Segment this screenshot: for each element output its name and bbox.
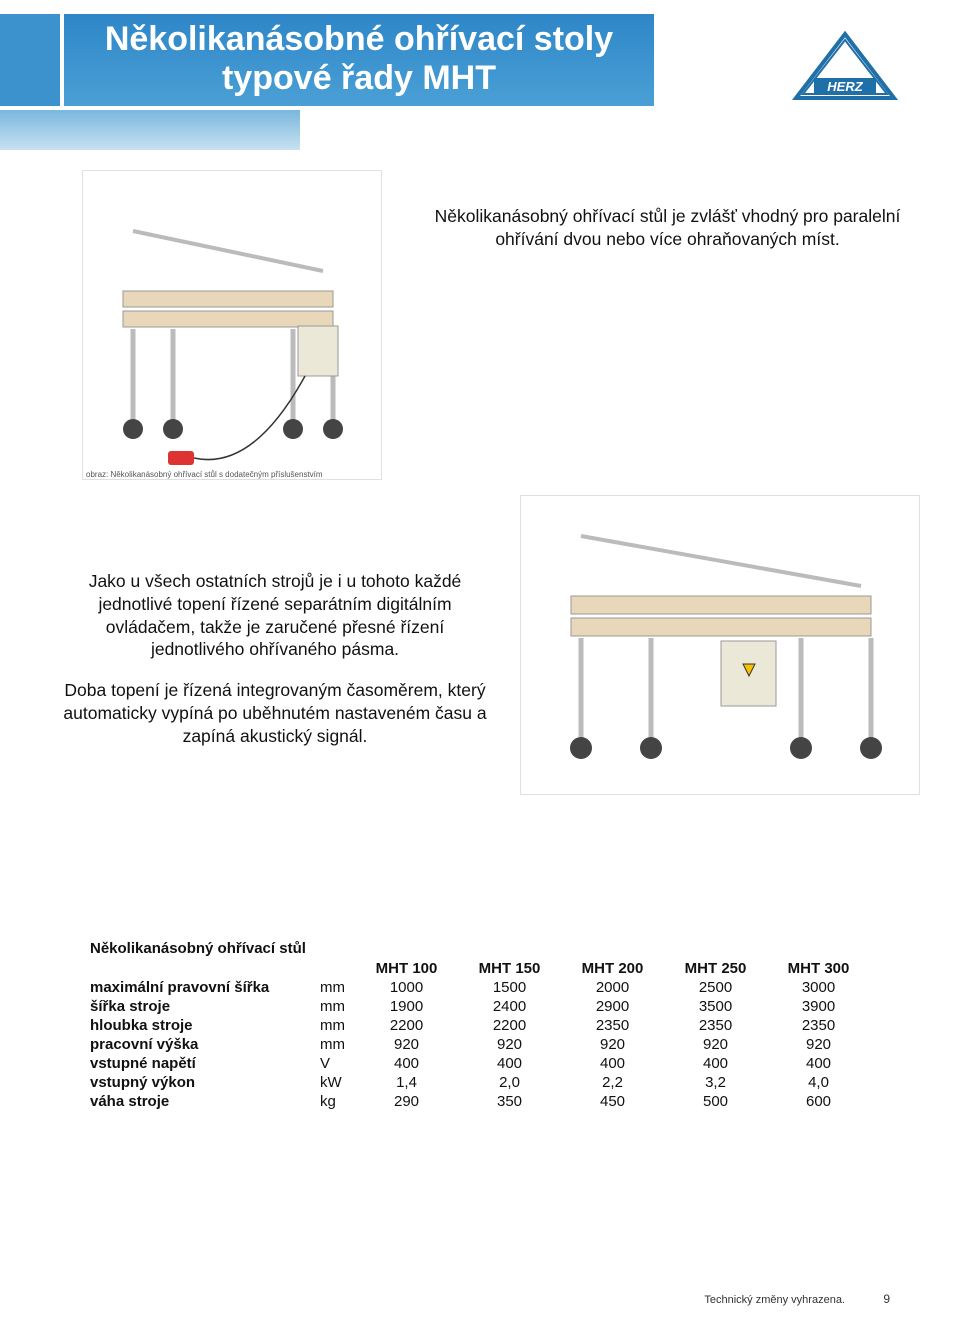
spec-row: hloubka strojemm22002200235023502350 (90, 1016, 870, 1035)
spec-cell: 3500 (664, 997, 767, 1016)
spec-cell: 2200 (355, 1016, 458, 1035)
body-text: Jako u všech ostatních strojů je i u toh… (60, 570, 490, 765)
spec-cell: 400 (561, 1054, 664, 1073)
spec-col-4: MHT 300 (767, 959, 870, 978)
spec-cell: 1,4 (355, 1073, 458, 1092)
herz-logo: HERZ (790, 30, 900, 112)
spec-cell: 2350 (767, 1016, 870, 1035)
spec-col-0: MHT 100 (355, 959, 458, 978)
spec-cell: 290 (355, 1092, 458, 1111)
spec-cell: 2400 (458, 997, 561, 1016)
spec-row-unit: kg (310, 1092, 355, 1111)
header-sub-accent (0, 110, 300, 150)
paragraph-1: Jako u všech ostatních strojů je i u toh… (60, 570, 490, 661)
spec-cell: 3900 (767, 997, 870, 1016)
spec-row-unit: mm (310, 1035, 355, 1054)
spec-cell: 2,2 (561, 1073, 664, 1092)
spec-cell: 2900 (561, 997, 664, 1016)
header-bar: Několikanásobné ohřívací stoly typové řa… (0, 14, 960, 106)
spec-col-1: MHT 150 (458, 959, 561, 978)
spec-cell: 2000 (561, 978, 664, 997)
spec-cell: 1500 (458, 978, 561, 997)
spec-cell: 2,0 (458, 1073, 561, 1092)
paragraph-2: Doba topení je řízená integrovaným časom… (60, 679, 490, 747)
spec-cell: 400 (767, 1054, 870, 1073)
spec-cell: 920 (664, 1035, 767, 1054)
product-image-2 (520, 495, 920, 795)
spec-col-3: MHT 250 (664, 959, 767, 978)
spec-row-unit: mm (310, 978, 355, 997)
spec-row-unit: kW (310, 1073, 355, 1092)
spec-row-unit: V (310, 1054, 355, 1073)
spec-row: pracovní výškamm920920920920920 (90, 1035, 870, 1054)
spec-row: vstupný výkonkW1,42,02,23,24,0 (90, 1073, 870, 1092)
spec-cell: 1900 (355, 997, 458, 1016)
spec-col-2: MHT 200 (561, 959, 664, 978)
spec-cell: 350 (458, 1092, 561, 1111)
spec-cell: 2350 (664, 1016, 767, 1035)
spec-cell: 3000 (767, 978, 870, 997)
spec-row-label: maximální pravovní šířka (90, 978, 310, 997)
spec-cell: 920 (561, 1035, 664, 1054)
spec-title: Několikanásobný ohřívací stůl (90, 940, 870, 957)
spec-cell: 400 (664, 1054, 767, 1073)
logo-text: HERZ (827, 79, 863, 94)
spec-row: šířka strojemm19002400290035003900 (90, 997, 870, 1016)
spec-cell: 2500 (664, 978, 767, 997)
product-image-1 (82, 170, 382, 480)
spec-row: váha strojekg290350450500600 (90, 1092, 870, 1111)
spec-cell: 500 (664, 1092, 767, 1111)
spec-row-label: hloubka stroje (90, 1016, 310, 1035)
header-main: Několikanásobné ohřívací stoly typové řa… (64, 14, 654, 106)
header-left-accent (0, 14, 60, 106)
spec-row: maximální pravovní šířkamm10001500200025… (90, 978, 870, 997)
spec-block: Několikanásobný ohřívací stůl MHT 100 MH… (90, 940, 870, 1111)
spec-header-row: MHT 100 MHT 150 MHT 200 MHT 250 MHT 300 (90, 959, 870, 978)
intro-text: Několikanásobný ohřívací stůl je zvlášť … (430, 205, 905, 251)
header-title-line2: typové řady MHT (64, 59, 654, 98)
spec-row-label: vstupný výkon (90, 1073, 310, 1092)
spec-cell: 4,0 (767, 1073, 870, 1092)
spec-cell: 920 (355, 1035, 458, 1054)
spec-cell: 600 (767, 1092, 870, 1111)
spec-row: vstupné napětíV400400400400400 (90, 1054, 870, 1073)
spec-row-label: šířka stroje (90, 997, 310, 1016)
spec-row-label: pracovní výška (90, 1035, 310, 1054)
spec-cell: 920 (458, 1035, 561, 1054)
spec-cell: 2200 (458, 1016, 561, 1035)
spec-cell: 400 (355, 1054, 458, 1073)
spec-row-unit: mm (310, 1016, 355, 1035)
spec-row-unit: mm (310, 997, 355, 1016)
spec-row-label: váha stroje (90, 1092, 310, 1111)
spec-table: MHT 100 MHT 150 MHT 200 MHT 250 MHT 300 … (90, 959, 870, 1111)
spec-cell: 450 (561, 1092, 664, 1111)
spec-cell: 920 (767, 1035, 870, 1054)
spec-row-label: vstupné napětí (90, 1054, 310, 1073)
header-title-line1: Několikanásobné ohřívací stoly (64, 20, 654, 59)
spec-cell: 2350 (561, 1016, 664, 1035)
spec-cell: 3,2 (664, 1073, 767, 1092)
image1-caption: obraz: Několikanásobný ohřívací stůl s d… (86, 470, 323, 479)
spec-cell: 400 (458, 1054, 561, 1073)
page-number: 9 (883, 1292, 890, 1306)
footer-note: Technický změny vyhrazena. (704, 1294, 845, 1306)
spec-cell: 1000 (355, 978, 458, 997)
